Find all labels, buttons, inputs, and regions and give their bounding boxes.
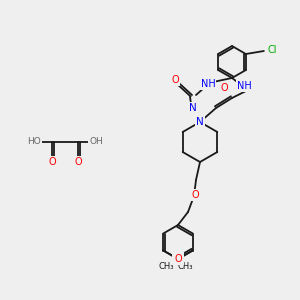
Text: CH₃: CH₃ [178,262,193,271]
Text: N: N [196,117,204,127]
Text: O: O [220,83,228,93]
Text: NH: NH [237,81,251,91]
Text: CH₃: CH₃ [159,262,175,271]
Text: O: O [48,157,56,167]
Text: NH: NH [201,79,215,89]
Text: O: O [173,254,181,263]
Text: O: O [175,254,182,263]
Text: HO: HO [27,137,41,146]
Text: OH: OH [89,137,103,146]
Text: O: O [74,157,82,167]
Text: N: N [189,103,197,113]
Text: O: O [191,190,199,200]
Text: Cl: Cl [267,45,277,55]
Text: O: O [171,75,179,85]
